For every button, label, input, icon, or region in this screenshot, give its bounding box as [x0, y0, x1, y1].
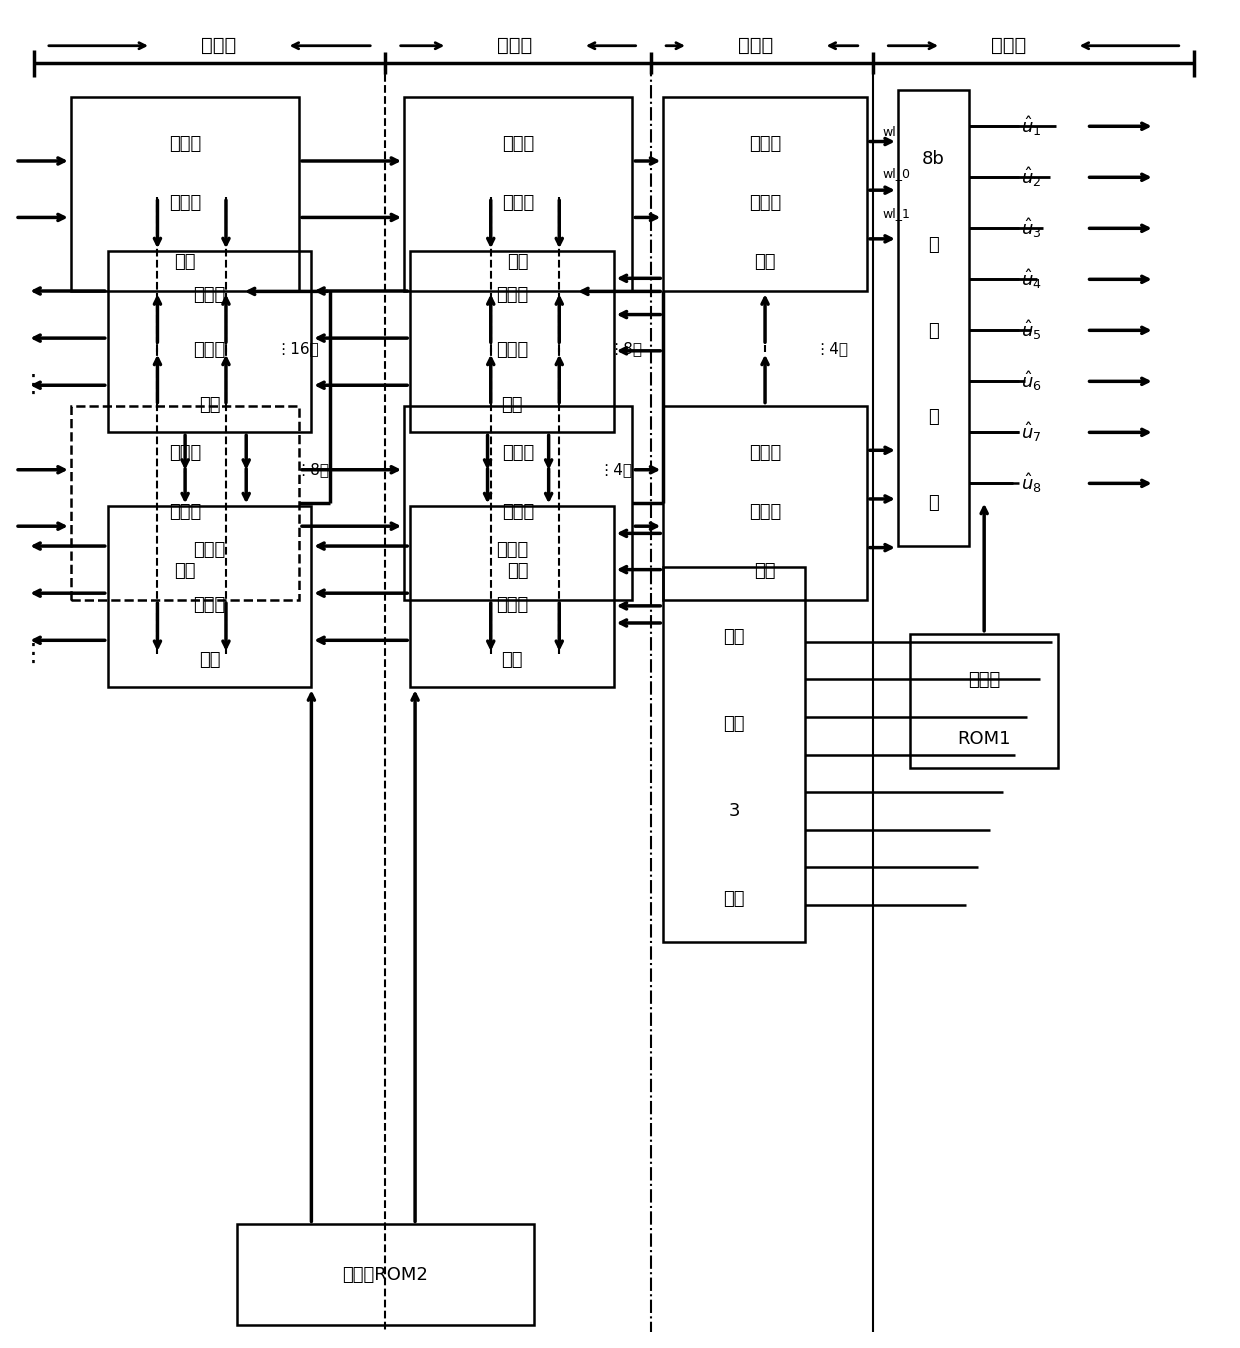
Text: 或选通: 或选通: [496, 341, 528, 359]
Text: wl: wl: [883, 127, 897, 139]
Text: wl_1: wl_1: [883, 208, 911, 220]
Bar: [237, 1224, 533, 1325]
Text: 延时异: 延时异: [496, 286, 528, 305]
Text: 模块: 模块: [501, 396, 523, 414]
Text: 模块: 模块: [754, 253, 776, 271]
Text: 模块: 模块: [174, 562, 196, 580]
Text: 生成: 生成: [723, 628, 745, 646]
Text: 理选通: 理选通: [169, 503, 201, 520]
Text: 第四级: 第四级: [991, 36, 1027, 55]
Bar: [663, 406, 867, 600]
Text: $\hat{u}_1$: $\hat{u}_1$: [1021, 115, 1042, 137]
Text: $\hat{u}_7$: $\hat{u}_7$: [1021, 421, 1042, 445]
Text: wl_0: wl_0: [883, 167, 911, 179]
Text: 块: 块: [929, 495, 939, 512]
Bar: [663, 566, 805, 942]
Bar: [910, 634, 1058, 768]
Bar: [71, 97, 299, 291]
Text: ⋮4个: ⋮4个: [598, 462, 632, 477]
Text: 存储器ROM2: 存储器ROM2: [342, 1266, 428, 1283]
Text: 融合处: 融合处: [169, 443, 201, 462]
Bar: [108, 507, 311, 687]
Text: $\hat{u}_5$: $\hat{u}_5$: [1021, 318, 1042, 342]
Text: 理延时: 理延时: [749, 503, 781, 520]
Bar: [108, 251, 311, 433]
Text: 或传输: 或传输: [193, 341, 226, 359]
Text: 理选通: 理选通: [502, 503, 534, 520]
Bar: [663, 97, 867, 291]
Bar: [410, 507, 614, 687]
Text: 模块: 模块: [723, 890, 745, 907]
Text: 延时异: 延时异: [193, 286, 226, 305]
Text: 延时异: 延时异: [496, 541, 528, 559]
Text: ⋮: ⋮: [21, 373, 46, 398]
Bar: [898, 90, 970, 546]
Text: 电路: 电路: [723, 714, 745, 733]
Text: 融合处: 融合处: [749, 443, 781, 462]
Text: 模块: 模块: [198, 396, 221, 414]
Text: 第三级: 第三级: [738, 36, 774, 55]
Text: 模块: 模块: [198, 651, 221, 669]
Text: 模块: 模块: [174, 253, 196, 271]
Text: ⋮4个: ⋮4个: [815, 341, 848, 356]
Text: 模块: 模块: [501, 651, 523, 669]
Text: 融合处: 融合处: [749, 135, 781, 152]
Text: 理延时: 理延时: [749, 194, 781, 212]
Bar: [71, 406, 299, 600]
Text: 模块: 模块: [754, 562, 776, 580]
Text: 模块: 模块: [507, 253, 529, 271]
Text: ⋮8个: ⋮8个: [609, 341, 642, 356]
Text: $\hat{u}_4$: $\hat{u}_4$: [1021, 267, 1042, 291]
Text: 第一级: 第一级: [201, 36, 237, 55]
Text: 或传输: 或传输: [193, 596, 226, 615]
Text: 融合处: 融合处: [502, 443, 534, 462]
Text: 理选通: 理选通: [502, 194, 534, 212]
Text: ⋮16个: ⋮16个: [275, 341, 319, 356]
Text: 理选通: 理选通: [169, 194, 201, 212]
Text: $\hat{u}_3$: $\hat{u}_3$: [1021, 217, 1042, 240]
Text: 模: 模: [929, 408, 939, 426]
Bar: [404, 406, 632, 600]
Text: 第二级: 第二级: [497, 36, 533, 55]
Bar: [410, 251, 614, 433]
Text: 3: 3: [728, 802, 740, 821]
Text: 节: 节: [929, 236, 939, 253]
Text: 存储器: 存储器: [968, 671, 1001, 689]
Text: 8b: 8b: [923, 150, 945, 168]
Bar: [404, 97, 632, 291]
Text: 模块: 模块: [507, 562, 529, 580]
Text: ROM1: ROM1: [957, 729, 1011, 748]
Text: 或选通: 或选通: [496, 596, 528, 615]
Text: $\hat{u}_6$: $\hat{u}_6$: [1021, 369, 1042, 394]
Text: $\hat{u}_8$: $\hat{u}_8$: [1021, 472, 1042, 495]
Text: 融合处: 融合处: [169, 135, 201, 152]
Text: ⋮: ⋮: [21, 642, 46, 666]
Text: $\hat{u}_2$: $\hat{u}_2$: [1021, 166, 1042, 189]
Text: 延时异: 延时异: [193, 541, 226, 559]
Text: 融合处: 融合处: [502, 135, 534, 152]
Text: ⋮8个: ⋮8个: [295, 462, 330, 477]
Text: 点: 点: [929, 322, 939, 340]
